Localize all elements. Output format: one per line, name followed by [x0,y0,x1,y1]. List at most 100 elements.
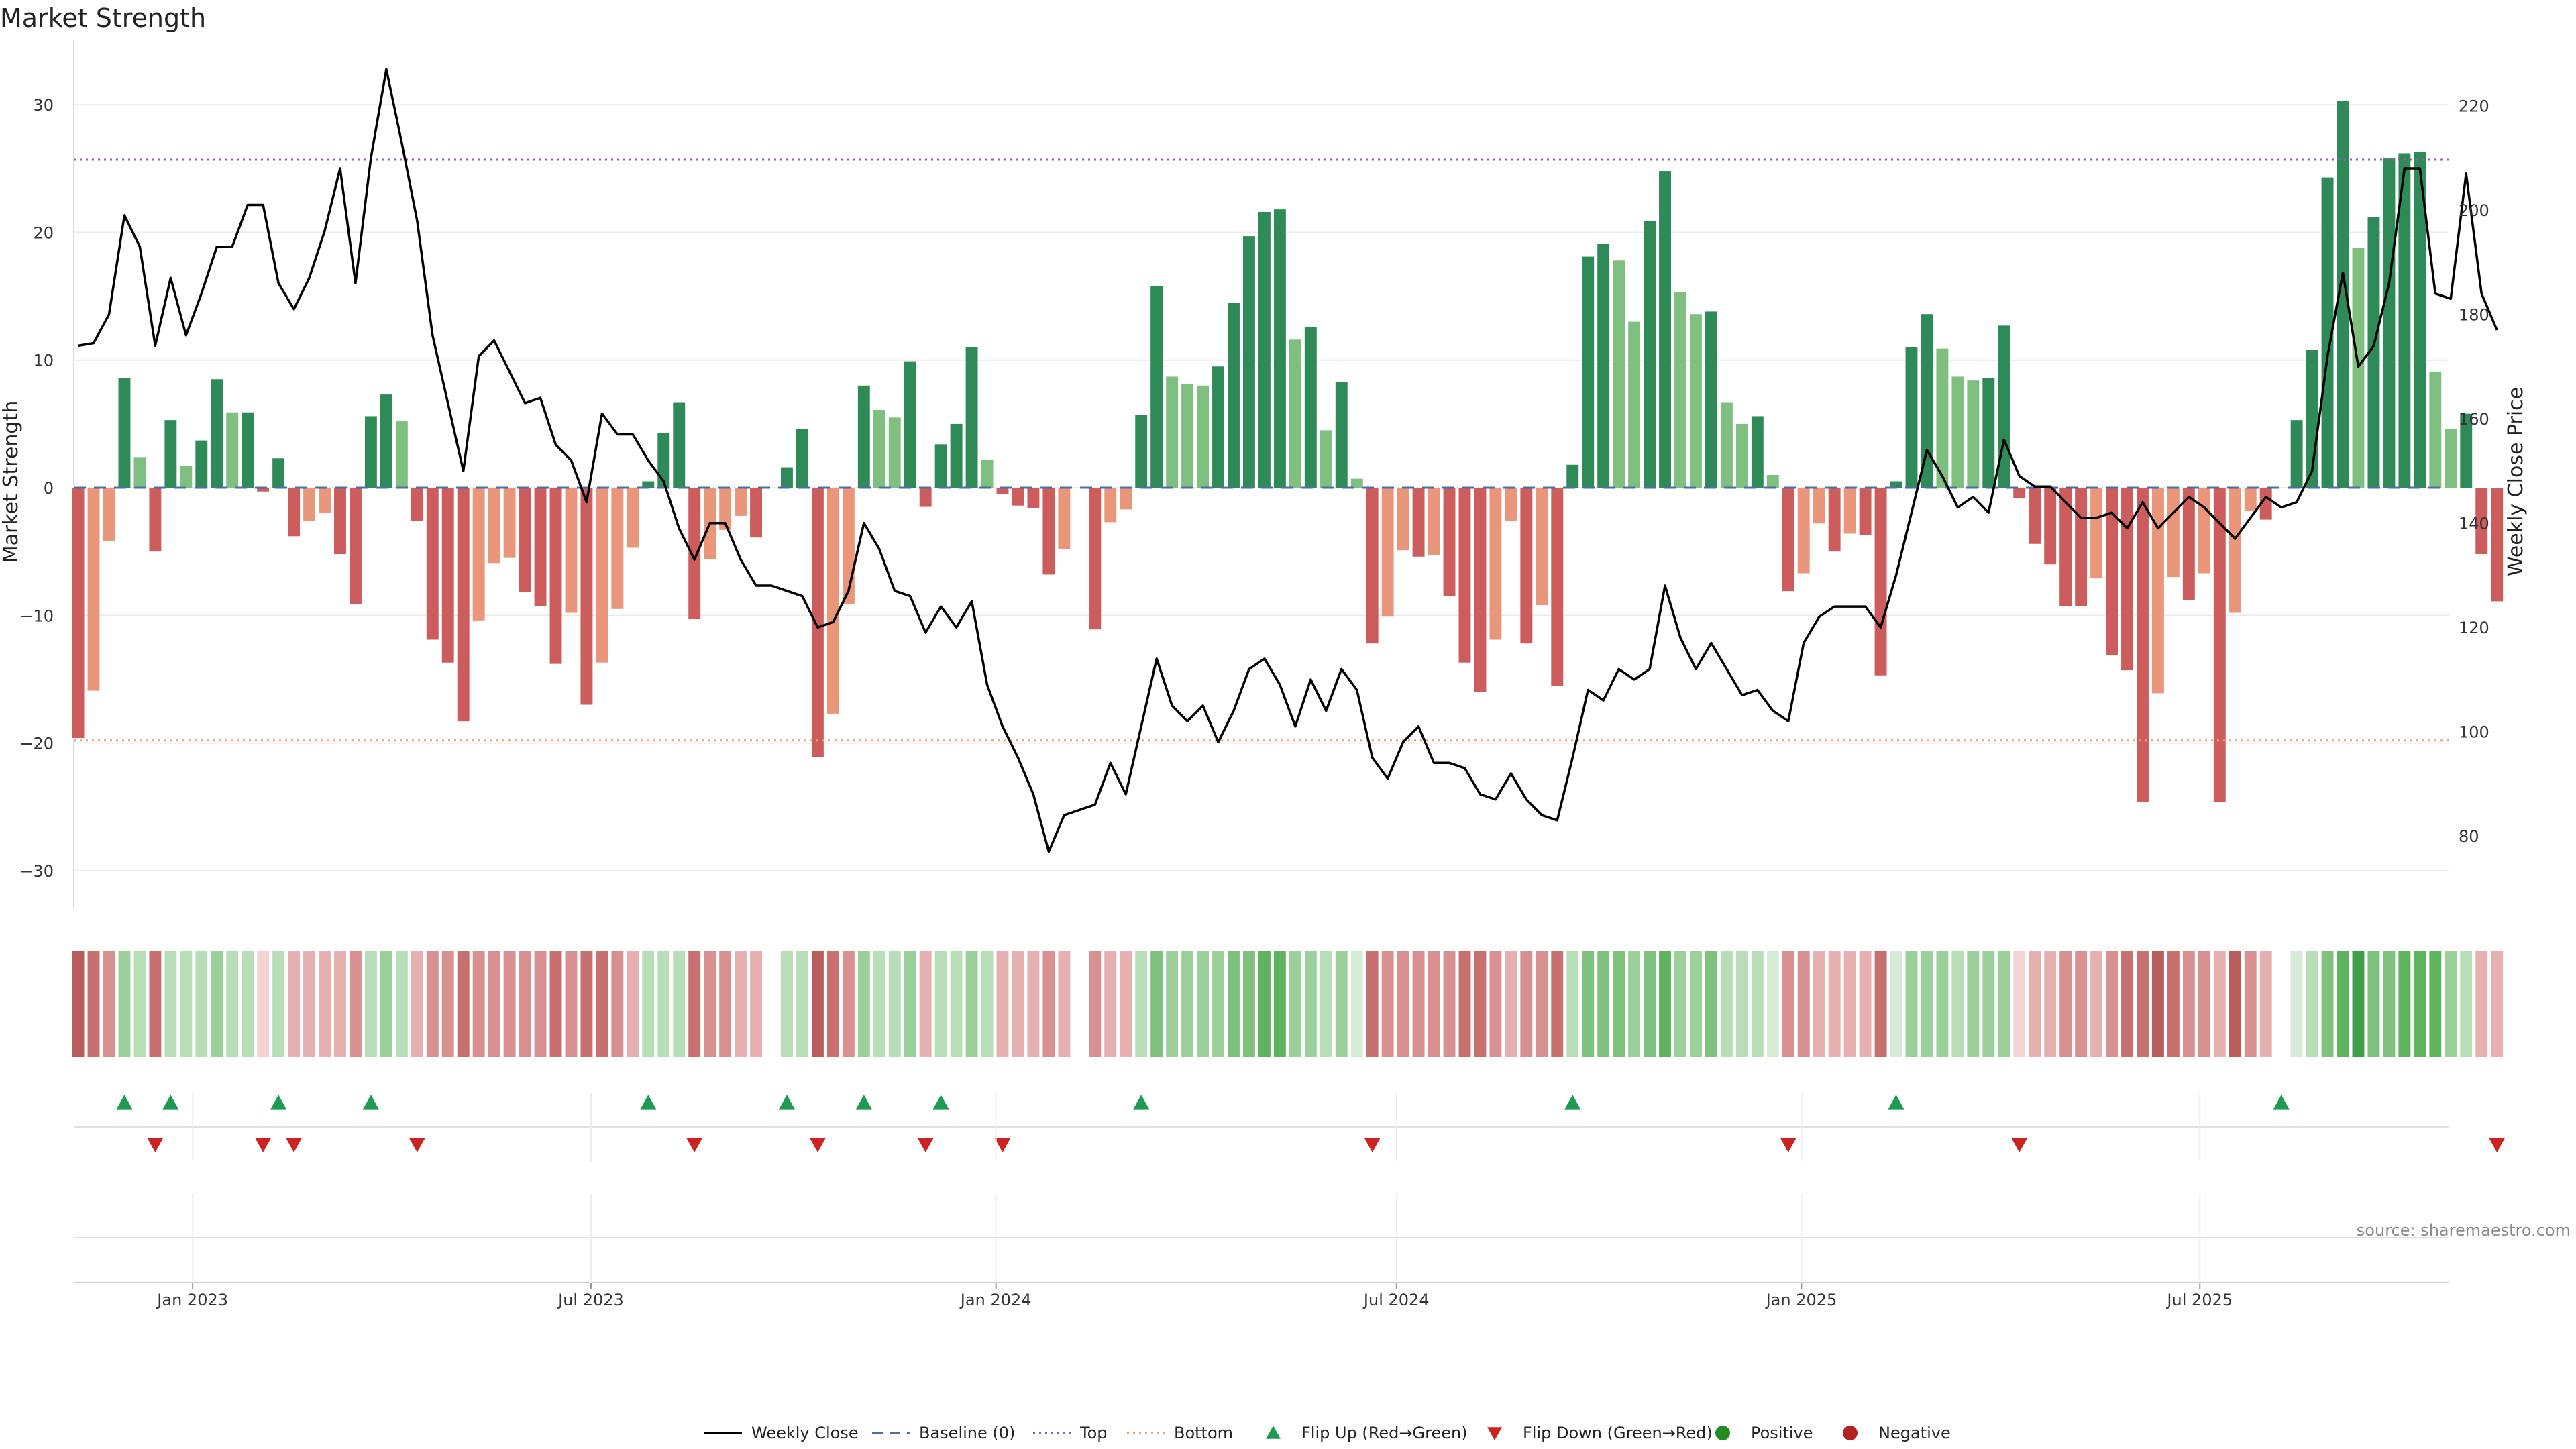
heat-cell [1012,951,1024,1057]
strength-bar [395,421,408,488]
heat-cell [934,951,947,1057]
legend-item: Negative [1843,1424,1951,1442]
x-tick-label: Jan 2024 [959,1291,1032,1309]
heat-cell [2414,951,2426,1057]
heat-cell [1381,951,1394,1057]
y2-tick-label: 160 [2459,410,2489,429]
heat-cell [211,951,223,1057]
heat-cell [472,951,485,1057]
heat-cell [1597,951,1610,1057]
strength-bar [1644,221,1656,488]
strength-bar [2013,488,2026,498]
heat-cell [288,951,301,1057]
x-axis: Jan 2023 Jul 2023 Jan 2024 Jul 2024 Jan 2025… [74,1093,2449,1309]
strength-bar [72,488,85,738]
heat-cell [1027,951,1040,1057]
source-note: source: sharemaestro.com [2357,1221,2571,1240]
strength-bar [2044,488,2057,565]
strength-bar [1843,488,1856,534]
heat-cell [1073,951,1086,1057]
heat-cell [1505,951,1517,1057]
y-axis-right: 80 100 120 140 160 180 200 220 [2459,97,2489,846]
legend-item: Weekly Close [704,1424,859,1442]
heat-cell [2213,951,2226,1057]
strength-bar [2229,488,2241,613]
heat-cell [1412,951,1425,1057]
legend: Weekly Close Baseline (0) Top Bottom Flip Up… [704,1424,1951,1442]
heat-cell [750,951,763,1057]
heat-cell [349,951,362,1057]
strength-bar [226,412,239,488]
strength-bar [1289,339,1301,488]
strength-bar [2029,488,2041,544]
strength-bar [919,488,932,507]
heat-cell [1905,951,1918,1057]
strength-bar [627,488,639,548]
strength-bar [241,412,254,488]
heat-cell [503,951,516,1057]
strength-bar [1228,303,1240,488]
strength-bar [1982,378,1995,488]
strength-bar [2198,488,2210,574]
strength-bar [642,481,655,488]
strength-bar [1859,488,1872,535]
strength-bar [873,409,885,488]
strength-bar [981,460,994,488]
strength-bar [2090,488,2103,579]
strength-bar [133,457,146,488]
heat-cell [103,951,115,1057]
strength-bar [2383,158,2396,488]
heat-cell [1166,951,1179,1057]
strength-bar [2213,488,2226,802]
strength-bar [1520,488,1533,644]
heat-cell [2013,951,2026,1057]
heat-cell [2090,951,2103,1057]
heat-cell [1135,951,1148,1057]
chart-title: Market Strength [0,3,206,33]
heat-cell [1304,951,1317,1057]
strength-bar [1366,488,1379,644]
heat-cell [2182,951,2195,1057]
legend-label: Negative [1878,1424,1951,1442]
legend-label: Weekly Close [751,1424,859,1442]
heat-cell [303,951,316,1057]
flip-up-marker [932,1095,949,1110]
strength-heatmap [72,951,2504,1057]
y-tick-label: 0 [44,479,54,498]
heat-cell [364,951,377,1057]
heat-cell [1289,951,1301,1057]
heat-cell [1859,951,1872,1057]
heat-cell [857,951,870,1057]
heat-cell [1766,951,1779,1057]
flip-up-marker [362,1095,379,1110]
strength-bar [1166,376,1179,488]
heat-cell [765,951,777,1057]
heat-cell [2337,951,2349,1057]
heat-cell [2029,951,2041,1057]
strength-bar [1536,488,1548,606]
strength-bar [1905,347,1918,488]
heat-cell [1242,951,1255,1057]
strength-bar [118,378,131,488]
strength-bar [1273,209,1286,488]
strength-bar [657,433,670,488]
strength-bar [2059,488,2072,606]
heat-cell [180,951,193,1057]
strength-bar [349,488,362,604]
strength-bar [1012,488,1024,506]
flip-down-marker [686,1138,703,1152]
strength-bar [426,488,439,640]
heat-cell [1228,951,1240,1057]
flip-up-marker [1564,1095,1581,1110]
strength-bar [1335,382,1348,488]
strength-bar [1674,292,1686,488]
heat-cell [1813,951,1825,1057]
heat-cell [72,951,85,1057]
flip-down-marker [286,1138,303,1152]
strength-bar [2445,429,2457,488]
heat-cell [1258,951,1271,1057]
strength-bar [272,458,285,488]
strength-bar [1320,430,1332,488]
strength-bar [103,488,115,541]
heat-cell [241,951,254,1057]
